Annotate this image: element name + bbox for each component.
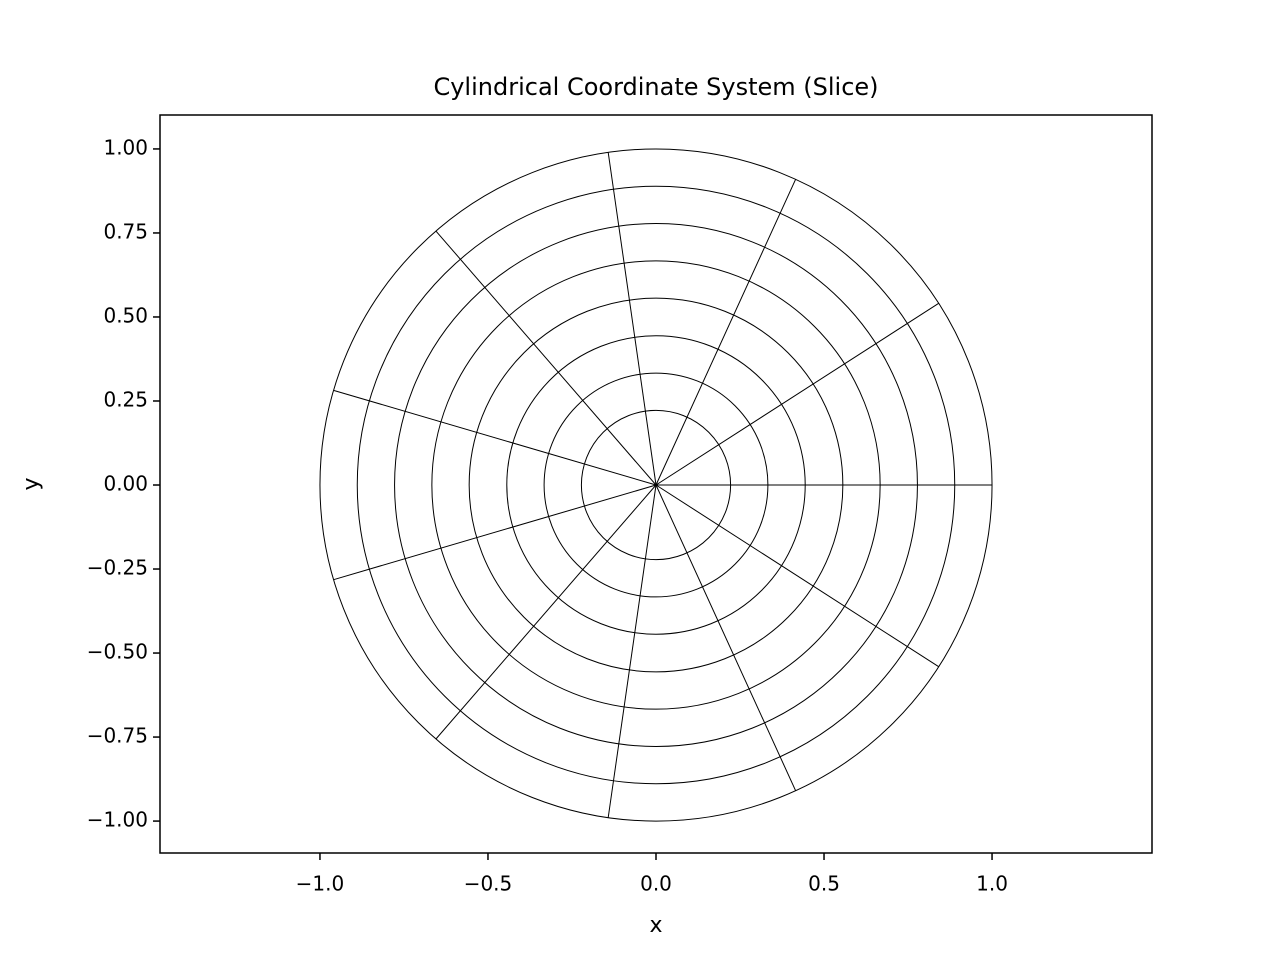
- chart-title: Cylindrical Coordinate System (Slice): [433, 73, 878, 101]
- x-tick-label: −1.0: [296, 872, 345, 896]
- y-tick-label: 0.50: [103, 303, 148, 327]
- y-tick-label: −0.75: [87, 724, 148, 748]
- spoke: [655, 179, 797, 486]
- spoke: [435, 484, 657, 740]
- x-tick-label: −0.5: [464, 872, 513, 896]
- plot-frame: [159, 114, 1153, 854]
- y-tick-label: 1.00: [103, 135, 148, 159]
- y-axis-label: y: [19, 477, 44, 490]
- x-tick-label: 0.5: [808, 872, 840, 896]
- y-tick-label: 0.25: [103, 387, 148, 411]
- x-axis-label: x: [649, 913, 662, 938]
- spoke: [333, 389, 657, 486]
- spoke: [607, 152, 657, 486]
- x-tick-label: 1.0: [976, 872, 1008, 896]
- spoke: [655, 484, 797, 791]
- x-tick-label: 0.0: [640, 872, 672, 896]
- spoke: [333, 484, 657, 581]
- y-tick-label: −0.50: [87, 640, 148, 664]
- spoke: [435, 230, 657, 486]
- spoke: [607, 484, 657, 818]
- spoke: [655, 302, 939, 486]
- y-tick-label: −1.00: [87, 808, 148, 832]
- y-tick-label: −0.25: [87, 556, 148, 580]
- spoke: [655, 484, 939, 668]
- y-tick-label: 0.75: [103, 219, 148, 243]
- y-tick-label: 0.00: [103, 472, 148, 496]
